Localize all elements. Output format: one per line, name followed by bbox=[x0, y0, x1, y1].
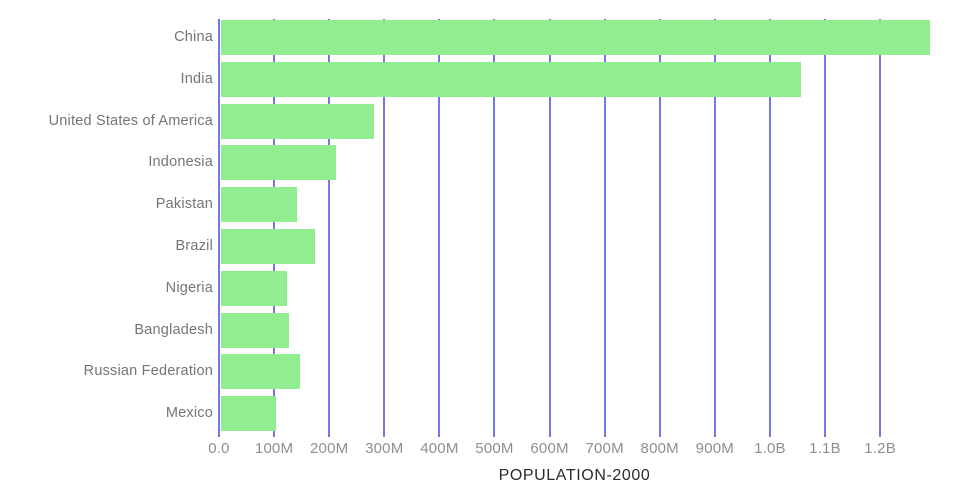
category-label: Bangladesh bbox=[134, 321, 213, 338]
x-tick-label: 100M bbox=[254, 440, 294, 457]
bar bbox=[221, 145, 336, 181]
bar bbox=[221, 61, 802, 97]
gridline bbox=[879, 19, 882, 437]
x-tick-label: 200M bbox=[310, 440, 349, 457]
bar bbox=[221, 187, 298, 223]
gridline bbox=[328, 19, 331, 437]
gridline bbox=[603, 19, 606, 437]
gridline bbox=[273, 19, 276, 437]
x-tick-label: 0.0 bbox=[208, 440, 230, 457]
x-tick-label: 1.2B bbox=[864, 440, 896, 457]
gridline bbox=[493, 19, 496, 437]
bar bbox=[221, 270, 287, 306]
x-tick-label: 1.0B bbox=[754, 440, 786, 457]
x-tick-label: 400M bbox=[420, 440, 459, 457]
gridline bbox=[823, 19, 826, 437]
category-label: United States of America bbox=[48, 112, 213, 129]
bar bbox=[221, 103, 375, 139]
category-label: Indonesia bbox=[148, 154, 213, 171]
bar bbox=[221, 229, 316, 264]
x-tick-label: 300M bbox=[365, 440, 404, 457]
gridline bbox=[548, 19, 551, 437]
category-label: Nigeria bbox=[165, 279, 213, 296]
bar bbox=[221, 312, 290, 348]
category-label: Pakistan bbox=[155, 196, 213, 213]
plot-area bbox=[218, 19, 930, 437]
chart-title: POPULATION-2000 bbox=[498, 467, 651, 484]
x-tick-label: 800M bbox=[640, 440, 679, 457]
gridline bbox=[658, 19, 661, 437]
bar bbox=[221, 354, 300, 390]
x-tick-label: 700M bbox=[585, 440, 624, 457]
gridline bbox=[438, 19, 441, 437]
category-label: India bbox=[180, 70, 213, 87]
category-label: Mexico bbox=[165, 405, 213, 422]
gridline bbox=[383, 19, 386, 437]
y-axis-line bbox=[218, 19, 220, 437]
gridline bbox=[713, 19, 716, 437]
category-label: Russian Federation bbox=[83, 363, 213, 380]
x-axis-tick-labels: 0.0 100M 200M 300M 400M 500M 600M 700M 800M 900M 1… bbox=[208, 440, 930, 458]
x-tick-label: 600M bbox=[530, 440, 569, 457]
bar bbox=[221, 20, 930, 55]
gridline bbox=[768, 19, 771, 437]
category-label: Brazil bbox=[175, 238, 213, 254]
x-tick-label: 500M bbox=[475, 440, 514, 457]
bar bbox=[221, 396, 276, 432]
x-tick-label: 1.1B bbox=[809, 440, 841, 457]
x-tick-label: 900M bbox=[695, 440, 734, 457]
y-axis-category-labels: China India United States of America Indone… bbox=[0, 19, 213, 437]
category-label: China bbox=[174, 29, 213, 45]
